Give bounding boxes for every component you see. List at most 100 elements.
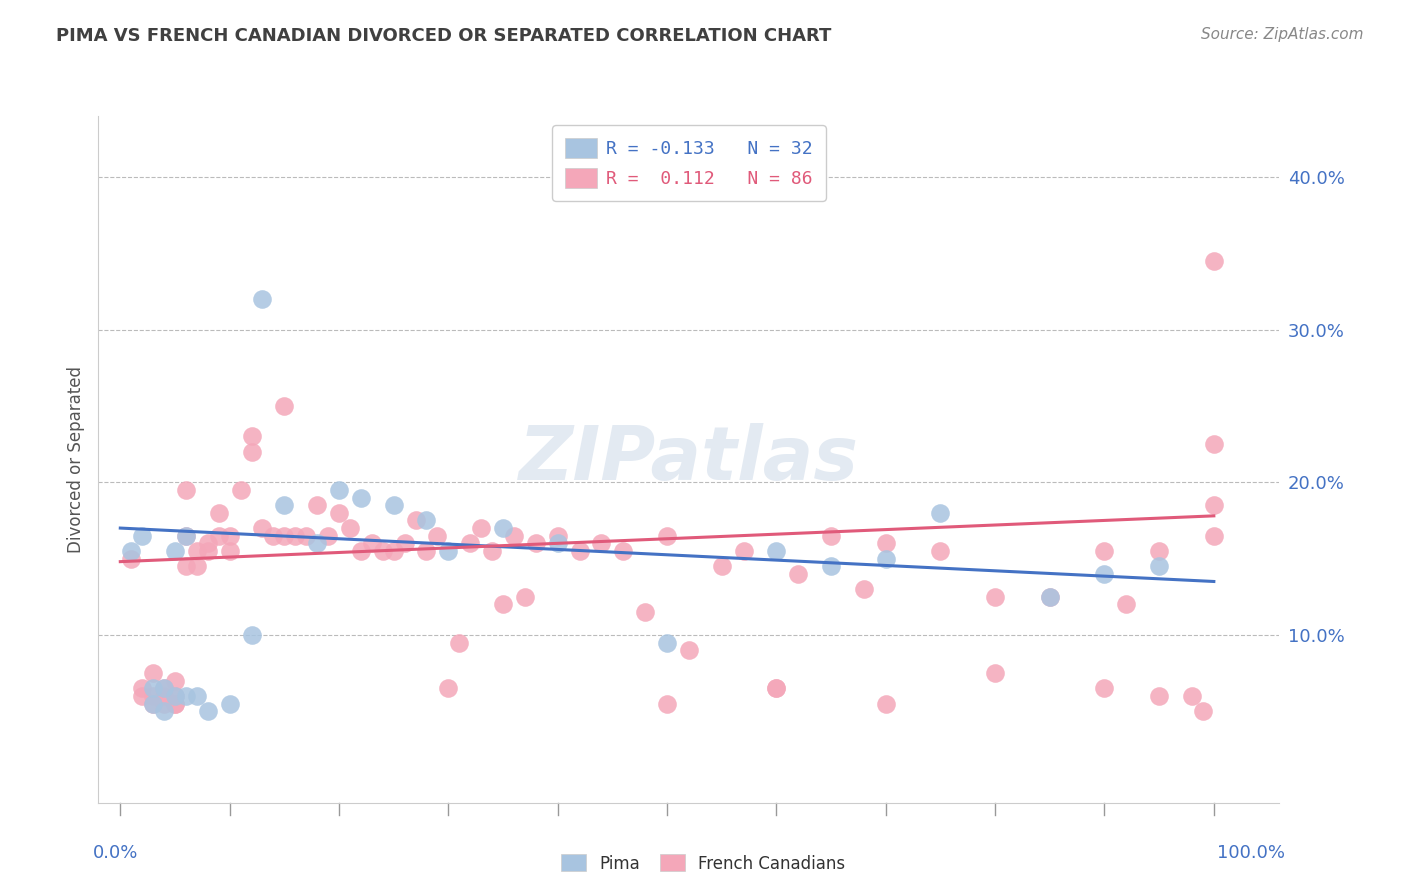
Text: Source: ZipAtlas.com: Source: ZipAtlas.com bbox=[1201, 27, 1364, 42]
Point bbox=[382, 498, 405, 512]
Point bbox=[875, 536, 897, 550]
Text: PIMA VS FRENCH CANADIAN DIVORCED OR SEPARATED CORRELATION CHART: PIMA VS FRENCH CANADIAN DIVORCED OR SEPA… bbox=[56, 27, 831, 45]
Point bbox=[120, 551, 142, 566]
Point bbox=[153, 689, 176, 703]
Point bbox=[174, 689, 197, 703]
Point bbox=[197, 536, 219, 550]
Point bbox=[186, 689, 208, 703]
Point bbox=[1192, 704, 1215, 718]
Point bbox=[284, 529, 307, 543]
Point bbox=[174, 483, 197, 497]
Point bbox=[142, 689, 165, 703]
Point bbox=[262, 529, 284, 543]
Point bbox=[524, 536, 547, 550]
Point bbox=[218, 544, 240, 558]
Point bbox=[568, 544, 591, 558]
Y-axis label: Divorced or Separated: Divorced or Separated bbox=[66, 366, 84, 553]
Point bbox=[252, 521, 274, 535]
Point bbox=[339, 521, 361, 535]
Text: ZIPatlas: ZIPatlas bbox=[519, 423, 859, 496]
Point bbox=[437, 544, 460, 558]
Point bbox=[1147, 689, 1170, 703]
Point bbox=[437, 681, 460, 696]
Point bbox=[131, 689, 153, 703]
Point bbox=[820, 559, 842, 574]
Point bbox=[273, 529, 295, 543]
Point bbox=[328, 506, 350, 520]
Point bbox=[591, 536, 613, 550]
Point bbox=[240, 429, 263, 443]
Point bbox=[273, 399, 295, 413]
Point bbox=[163, 689, 186, 703]
Point bbox=[197, 704, 219, 718]
Point bbox=[655, 635, 678, 649]
Point bbox=[1202, 254, 1225, 268]
Point bbox=[426, 529, 449, 543]
Point bbox=[371, 544, 394, 558]
Point bbox=[1147, 559, 1170, 574]
Point bbox=[142, 681, 165, 696]
Point bbox=[142, 666, 165, 681]
Point bbox=[1202, 498, 1225, 512]
Point bbox=[307, 498, 329, 512]
Point bbox=[208, 506, 231, 520]
Point bbox=[984, 590, 1007, 604]
Legend: Pima, French Canadians: Pima, French Canadians bbox=[554, 847, 852, 880]
Point bbox=[131, 681, 153, 696]
Point bbox=[503, 529, 526, 543]
Point bbox=[765, 681, 787, 696]
Point bbox=[852, 582, 875, 596]
Point bbox=[350, 544, 373, 558]
Point bbox=[142, 697, 165, 711]
Point bbox=[153, 681, 176, 696]
Point bbox=[405, 513, 427, 527]
Point bbox=[492, 521, 515, 535]
Point bbox=[218, 529, 240, 543]
Point bbox=[787, 566, 810, 581]
Point bbox=[307, 536, 329, 550]
Point bbox=[163, 673, 186, 688]
Point bbox=[634, 605, 657, 619]
Point bbox=[1039, 590, 1062, 604]
Point bbox=[1115, 598, 1137, 612]
Point bbox=[1094, 681, 1116, 696]
Point bbox=[492, 598, 515, 612]
Point bbox=[513, 590, 536, 604]
Point bbox=[394, 536, 416, 550]
Point bbox=[120, 544, 142, 558]
Point bbox=[655, 697, 678, 711]
Point bbox=[316, 529, 339, 543]
Point bbox=[163, 697, 186, 711]
Point bbox=[240, 628, 263, 642]
Point bbox=[142, 697, 165, 711]
Point bbox=[197, 544, 219, 558]
Point bbox=[929, 544, 952, 558]
Point bbox=[252, 292, 274, 306]
Point bbox=[984, 666, 1007, 681]
Point bbox=[153, 681, 176, 696]
Point bbox=[153, 704, 176, 718]
Point bbox=[547, 536, 569, 550]
Point bbox=[820, 529, 842, 543]
Point bbox=[765, 681, 787, 696]
Point bbox=[208, 529, 231, 543]
Point bbox=[295, 529, 318, 543]
Point bbox=[174, 529, 197, 543]
Point bbox=[481, 544, 503, 558]
Point bbox=[733, 544, 755, 558]
Point bbox=[710, 559, 733, 574]
Point bbox=[1094, 566, 1116, 581]
Point bbox=[1181, 689, 1204, 703]
Point bbox=[1202, 529, 1225, 543]
Point bbox=[174, 529, 197, 543]
Point bbox=[273, 498, 295, 512]
Point bbox=[875, 551, 897, 566]
Point bbox=[1039, 590, 1062, 604]
Point bbox=[1094, 544, 1116, 558]
Point bbox=[163, 544, 186, 558]
Point bbox=[1202, 437, 1225, 451]
Text: 100.0%: 100.0% bbox=[1218, 844, 1285, 862]
Point bbox=[415, 513, 437, 527]
Point bbox=[153, 697, 176, 711]
Point bbox=[929, 506, 952, 520]
